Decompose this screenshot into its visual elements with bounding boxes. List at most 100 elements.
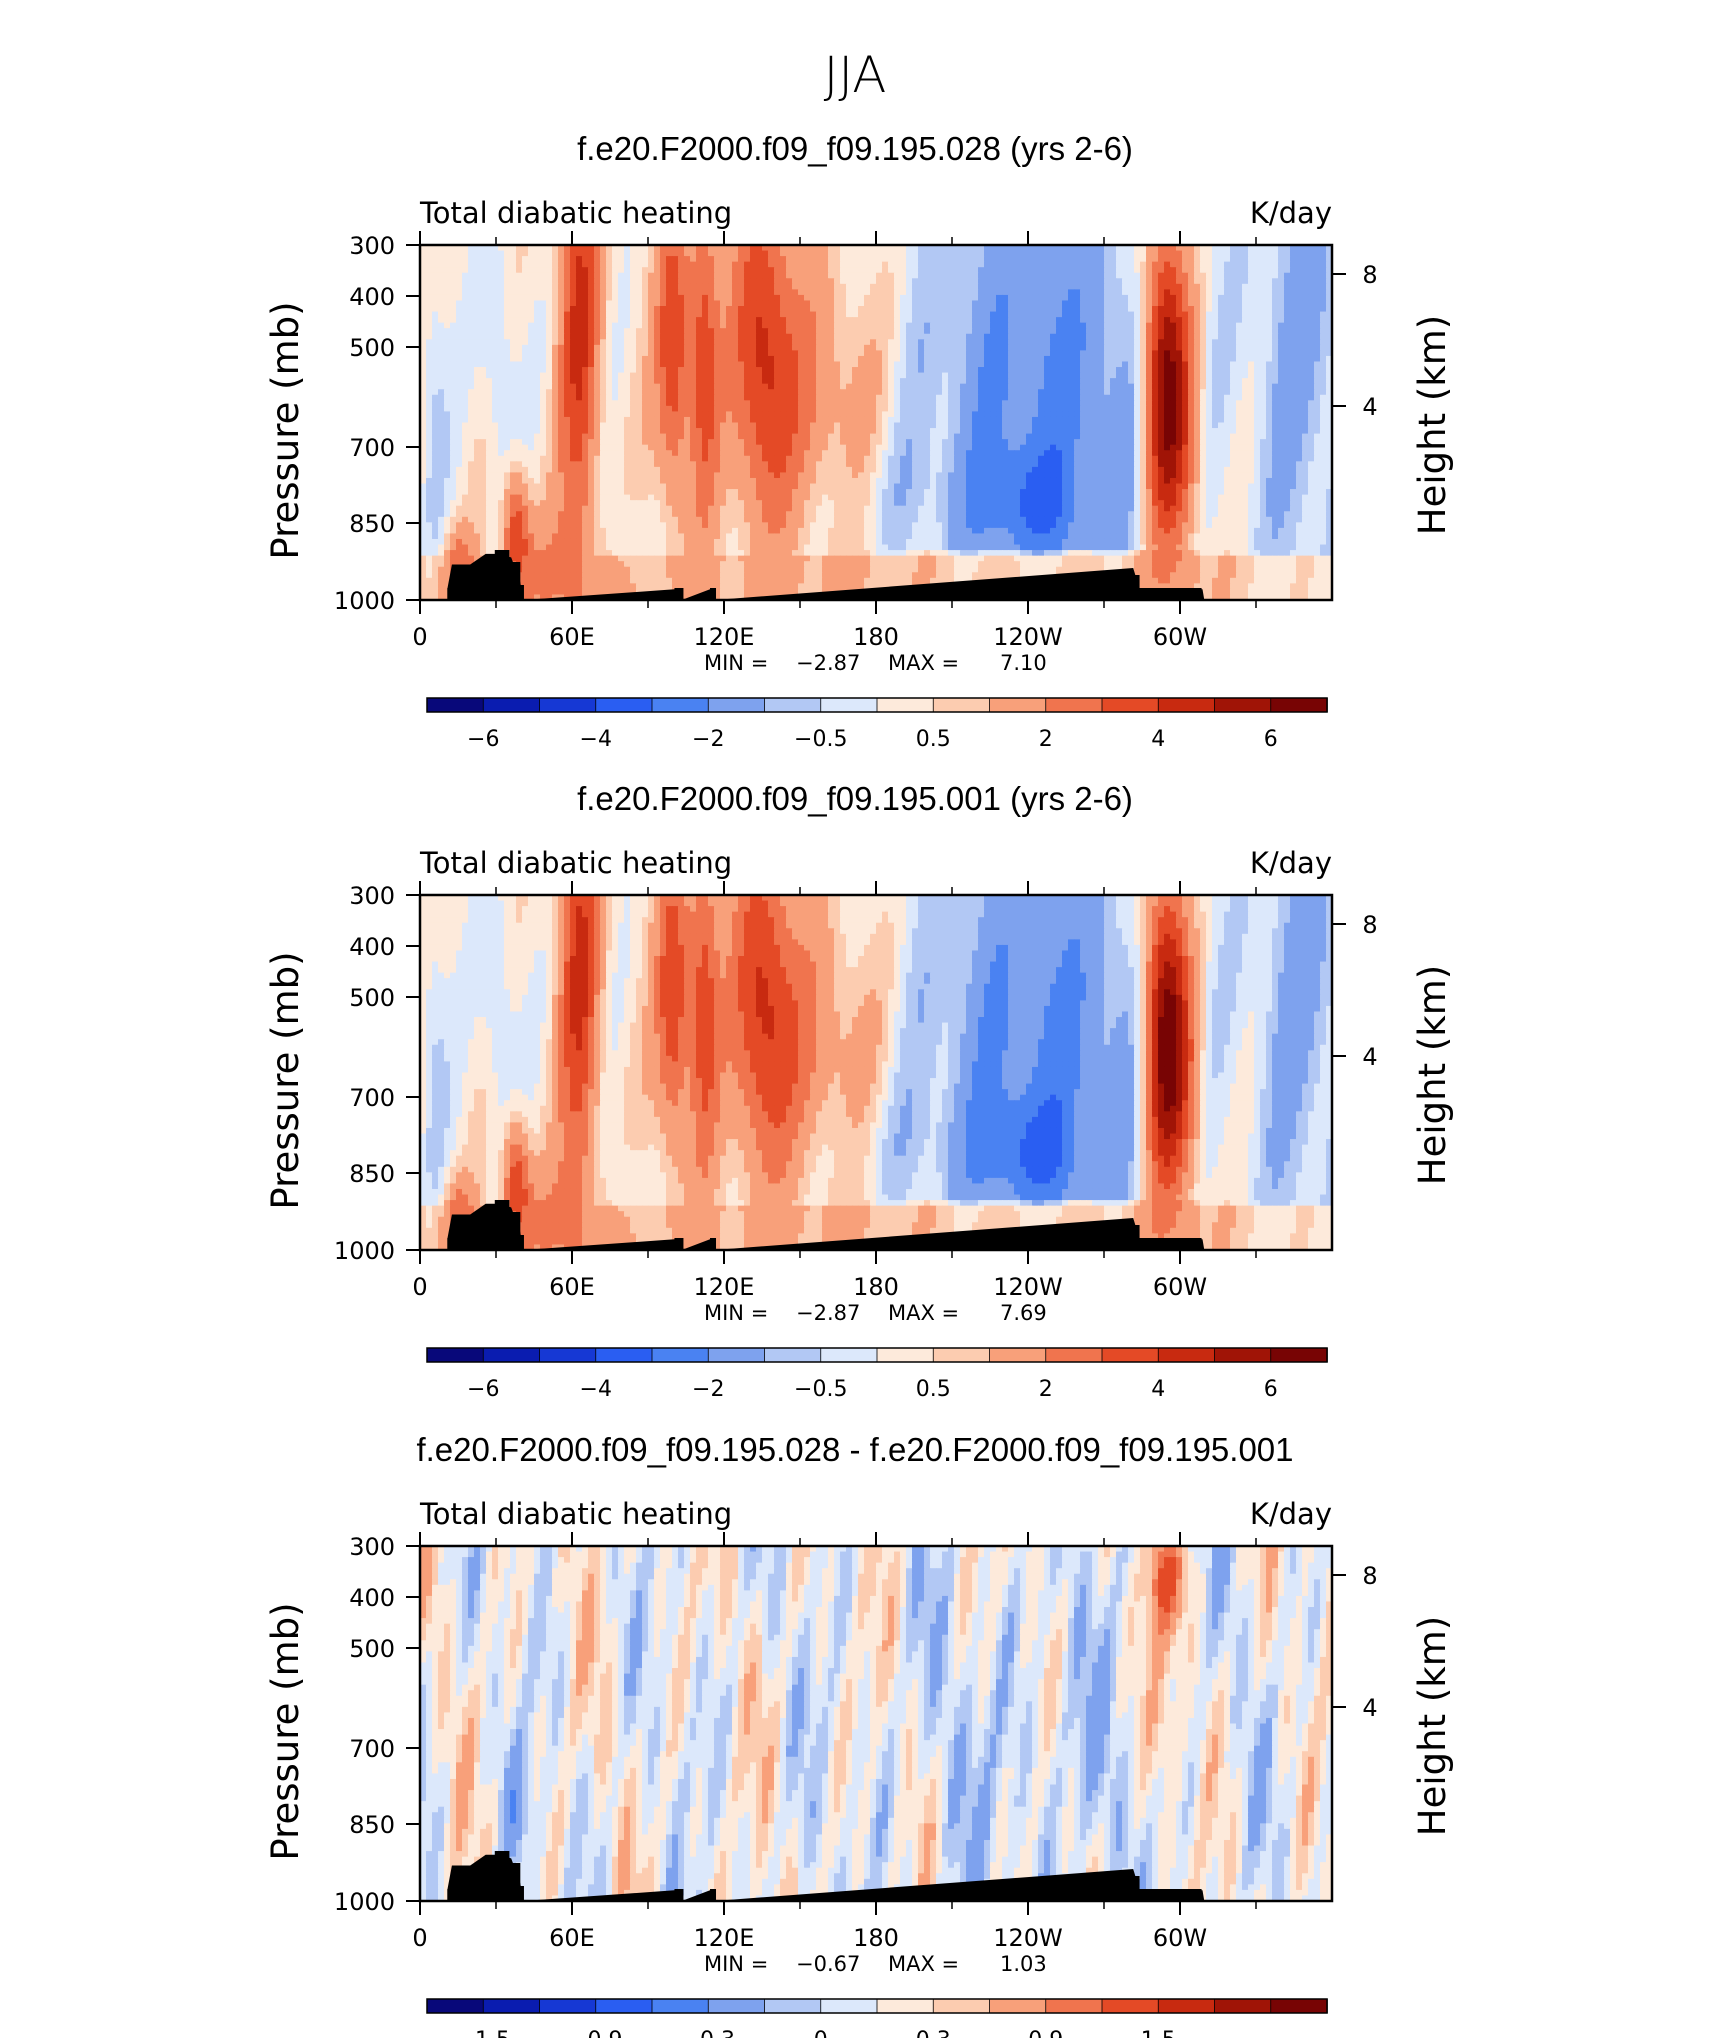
colorbar-swatch bbox=[1045, 697, 1103, 713]
x-tick-label: 120E bbox=[694, 623, 755, 651]
colorbar-swatch bbox=[764, 697, 822, 713]
y-axis-label: Pressure (mb) bbox=[264, 301, 307, 559]
x-tick-label: 0 bbox=[412, 1273, 427, 1301]
figure-title: JJA bbox=[824, 46, 887, 104]
topography-andes bbox=[1133, 1225, 1202, 1250]
y-axis-label: Pressure (mb) bbox=[264, 951, 307, 1209]
max-label: MAX = bbox=[888, 651, 959, 675]
topography-andes bbox=[1133, 1876, 1202, 1901]
y-tick-label: 1000 bbox=[334, 1237, 395, 1265]
topography-africa bbox=[447, 550, 524, 600]
y-tick-label: 300 bbox=[349, 882, 395, 910]
colorbar-swatch bbox=[764, 1347, 822, 1363]
colorbar-label: −2 bbox=[692, 727, 724, 752]
colorbar-label: 2 bbox=[1039, 727, 1053, 752]
colorbar-swatch bbox=[1157, 1347, 1216, 1363]
colorbar-frame bbox=[426, 1347, 1328, 1363]
colorbar-swatch bbox=[876, 1347, 935, 1363]
y-tick-label: 300 bbox=[349, 232, 395, 260]
contour-field bbox=[420, 1546, 1332, 1901]
colorbar-swatch bbox=[426, 697, 485, 713]
x-tick-label: 60W bbox=[1153, 1273, 1207, 1301]
topography-block bbox=[710, 1238, 717, 1250]
colorbar-label: −0.9 bbox=[569, 2028, 622, 2038]
colorbar-label: 0.5 bbox=[916, 1377, 951, 1402]
y-tick-label: 500 bbox=[349, 984, 395, 1012]
colorbar-swatch bbox=[1045, 1347, 1103, 1363]
x-tick-label: 60E bbox=[549, 1273, 595, 1301]
colorbar-swatch bbox=[595, 697, 653, 713]
topography-block bbox=[674, 588, 684, 600]
colorbar-swatch bbox=[595, 1347, 653, 1363]
colorbar-swatch bbox=[1270, 1347, 1328, 1363]
panel-left-label: Total diabatic heating bbox=[419, 196, 732, 230]
x-tick-label: 60E bbox=[549, 623, 595, 651]
x-tick-label: 120W bbox=[993, 623, 1063, 651]
contour-field bbox=[420, 245, 1332, 600]
colorbar-label: −2 bbox=[692, 1377, 724, 1402]
y-tick-label: 500 bbox=[349, 334, 395, 362]
topography-block bbox=[710, 1889, 717, 1901]
colorbar-label: −1.5 bbox=[457, 2028, 510, 2038]
panel-title: f.e20.F2000.f09_f09.195.028 - f.e20.F200… bbox=[416, 1431, 1293, 1468]
colorbar-label: −4 bbox=[580, 727, 612, 752]
topography-africa bbox=[447, 1851, 524, 1901]
x-tick-label: 60W bbox=[1153, 623, 1207, 651]
min-value: −2.87 bbox=[796, 651, 860, 675]
colorbar-swatch bbox=[426, 1347, 485, 1363]
colorbar-swatch bbox=[989, 1998, 1047, 2014]
y-tick-right-label: 8 bbox=[1362, 1562, 1377, 1590]
colorbar-label: 0.3 bbox=[916, 2028, 951, 2038]
colorbar-label: −0.3 bbox=[682, 2028, 735, 2038]
colorbar-swatch bbox=[1101, 697, 1160, 713]
min-value: −0.67 bbox=[796, 1952, 860, 1976]
y-tick-label: 1000 bbox=[334, 587, 395, 615]
max-value: 7.69 bbox=[1000, 1301, 1047, 1325]
colorbar-label: 1.5 bbox=[1141, 2028, 1176, 2038]
min-label: MIN = bbox=[704, 1952, 768, 1976]
topography-africa bbox=[447, 1200, 524, 1250]
colorbar-label: 6 bbox=[1264, 727, 1278, 752]
colorbar-swatch bbox=[1045, 1998, 1103, 2014]
y-tick-label: 400 bbox=[349, 1584, 395, 1612]
x-tick-label: 120E bbox=[694, 1924, 755, 1952]
colorbar-swatch bbox=[651, 1347, 710, 1363]
topography-mask bbox=[420, 553, 1332, 600]
colorbar-swatch bbox=[989, 1347, 1047, 1363]
colorbar-swatch bbox=[820, 1347, 878, 1363]
colorbar-label: −6 bbox=[467, 1377, 499, 1402]
y-tick-label: 700 bbox=[349, 1084, 395, 1112]
x-tick-label: 120W bbox=[993, 1924, 1063, 1952]
y-tick-right-label: 4 bbox=[1362, 393, 1377, 421]
colorbar-label: 0.9 bbox=[1028, 2028, 1063, 2038]
panels: f.e20.F2000.f09_f09.195.028 (yrs 2-6) Tot… bbox=[264, 130, 1454, 2038]
colorbar-label: 0 bbox=[814, 2028, 828, 2038]
colorbar-swatch bbox=[764, 1998, 822, 2014]
colorbar-swatch bbox=[820, 697, 878, 713]
colorbar-label: 4 bbox=[1151, 1377, 1165, 1402]
colorbar-swatch bbox=[932, 1347, 991, 1363]
topography-block bbox=[674, 1889, 684, 1901]
colorbar-swatch bbox=[1270, 1998, 1328, 2014]
colorbar-swatch bbox=[482, 1347, 541, 1363]
y-axis-right-label: Height (km) bbox=[1411, 965, 1454, 1185]
y-tick-right-label: 8 bbox=[1362, 911, 1377, 939]
y-tick-label: 500 bbox=[349, 1635, 395, 1663]
y-tick-label: 700 bbox=[349, 434, 395, 462]
max-label: MAX = bbox=[888, 1301, 959, 1325]
x-tick-label: 180 bbox=[853, 1273, 899, 1301]
panel-1: f.e20.F2000.f09_f09.195.028 (yrs 2-6) Tot… bbox=[264, 130, 1454, 752]
colorbar-swatch bbox=[1101, 1347, 1160, 1363]
colorbar-label: −0.5 bbox=[794, 1377, 847, 1402]
min-label: MIN = bbox=[704, 1301, 768, 1325]
panel-units-label: K/day bbox=[1250, 846, 1332, 880]
max-value: 7.10 bbox=[1000, 651, 1047, 675]
colorbar-swatch bbox=[707, 1347, 766, 1363]
min-value: −2.87 bbox=[796, 1301, 860, 1325]
colorbar-swatch bbox=[1214, 1998, 1272, 2014]
x-tick-label: 180 bbox=[853, 1924, 899, 1952]
y-tick-label: 850 bbox=[349, 1160, 395, 1188]
topography-mask bbox=[420, 1203, 1332, 1250]
x-tick-label: 180 bbox=[853, 623, 899, 651]
